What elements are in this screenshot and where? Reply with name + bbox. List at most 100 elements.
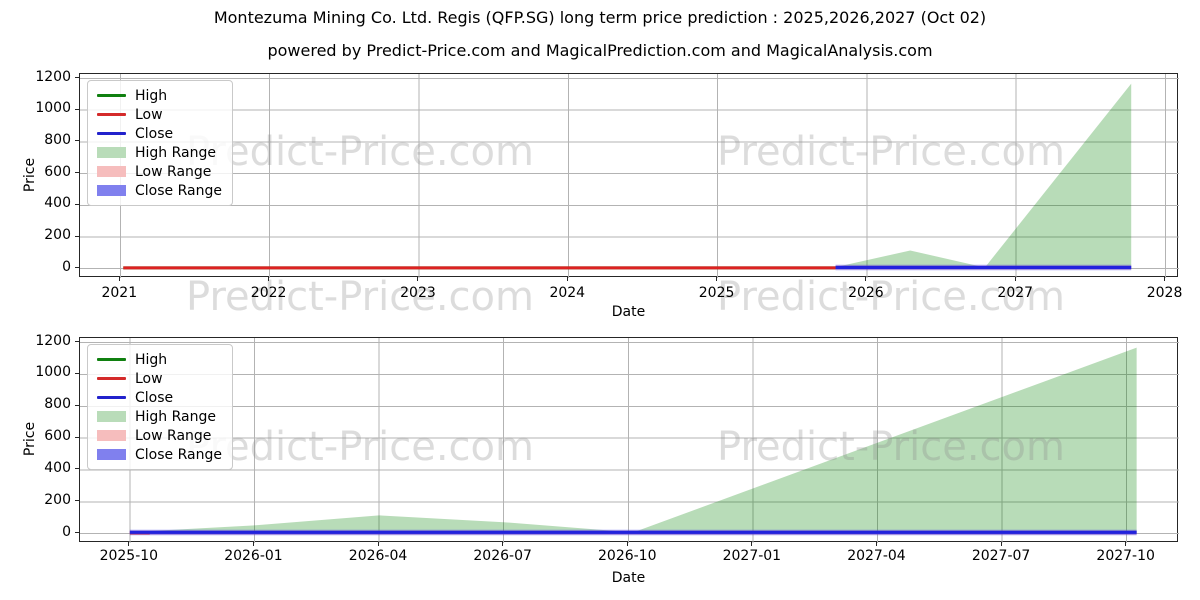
legend-line-swatch — [97, 132, 126, 135]
y-tick-mark — [75, 267, 79, 269]
legend-item-high-range: High Range — [97, 143, 222, 162]
y-tick-label: 1000 — [35, 100, 71, 117]
x-tick-mark — [626, 542, 628, 546]
legend-line-swatch — [97, 396, 126, 399]
x-tick-mark — [502, 542, 504, 546]
x-tick-mark — [377, 542, 379, 546]
legend-label: Low — [135, 106, 163, 123]
legend-item-close-range: Close Range — [97, 445, 222, 464]
y-tick-label: 400 — [44, 459, 71, 476]
legend-line-swatch — [97, 113, 126, 116]
legend-label: High — [135, 351, 168, 368]
legend-item-close: Close — [97, 388, 222, 407]
x-tick-label: 2027-10 — [1096, 548, 1155, 564]
y-tick-label: 200 — [44, 491, 71, 508]
legend-label: Low — [135, 370, 163, 387]
x-tick-label: 2027-07 — [971, 548, 1031, 564]
high-range-fill — [129, 347, 1137, 534]
legend-label: Low Range — [135, 163, 212, 180]
legend-label: Close Range — [135, 182, 222, 199]
legend-fill-swatch — [97, 411, 126, 422]
y-tick-mark — [75, 372, 79, 374]
legend-line-swatch — [97, 94, 126, 97]
x-tick-label: 2025 — [698, 285, 735, 301]
y-tick-mark — [75, 203, 79, 205]
y-tick-label: 800 — [44, 131, 71, 148]
x-tick-label: 2022 — [250, 285, 287, 301]
y-tick-mark — [75, 77, 79, 79]
y-tick-mark — [75, 341, 79, 343]
x-tick-label: 2026-07 — [473, 548, 532, 564]
x-tick-label: 2026-04 — [348, 548, 408, 564]
high-range-fill — [835, 83, 1132, 269]
x-tick-mark — [566, 277, 568, 281]
legend-item-low: Low — [97, 105, 222, 124]
x-tick-label: 2024 — [549, 285, 586, 301]
y-tick-mark — [75, 140, 79, 142]
legend-item-low-range: Low Range — [97, 162, 222, 181]
legend-fill-swatch — [97, 166, 126, 177]
y-tick-mark — [75, 468, 79, 470]
x-tick-label: 2023 — [400, 285, 436, 301]
x-tick-mark — [417, 277, 419, 281]
x-tick-mark — [875, 542, 877, 546]
legend-label: Close — [135, 125, 174, 142]
x-tick-mark — [1164, 277, 1166, 281]
y-tick-label: 800 — [44, 396, 71, 413]
y-tick-label: 600 — [44, 163, 71, 180]
y-tick-mark — [75, 235, 79, 237]
legend-fill-swatch — [97, 430, 126, 441]
x-tick-label: 2026 — [848, 285, 884, 301]
x-tick-mark — [268, 277, 270, 281]
bottom-chart-xlabel: Date — [611, 570, 646, 586]
y-tick-label: 0 — [62, 523, 71, 540]
legend-line-swatch — [97, 377, 126, 380]
chart-subtitle: powered by Predict-Price.com and Magical… — [267, 41, 933, 60]
x-tick-label: 2026-10 — [598, 548, 657, 564]
x-tick-label: 2027-01 — [722, 548, 782, 564]
bottom-chart-plot-area: High Low Close High Range Low Range Close Ran… — [79, 337, 1179, 543]
y-tick-mark — [75, 404, 79, 406]
y-tick-label: 200 — [44, 227, 71, 244]
x-tick-mark — [716, 277, 718, 281]
y-tick-label: 0 — [62, 258, 71, 275]
long-term-history-and-prediction-canvas — [80, 74, 1179, 278]
bottom-chart-legend: High Low Close High Range Low Range Close Ran… — [87, 344, 233, 470]
x-tick-mark — [865, 277, 867, 281]
y-tick-mark — [75, 172, 79, 174]
x-tick-mark — [1000, 542, 1002, 546]
chart-title: Montezuma Mining Co. Ltd. Regis (QFP.SG)… — [213, 8, 987, 27]
x-tick-mark — [1014, 277, 1016, 281]
y-tick-mark — [75, 108, 79, 110]
y-tick-label: 400 — [44, 195, 71, 212]
top-chart-xlabel: Date — [611, 304, 646, 320]
legend-fill-swatch — [97, 449, 126, 460]
legend-label: Close — [135, 389, 174, 406]
prediction-zoom-canvas — [80, 338, 1179, 543]
legend-item-close: Close — [97, 124, 222, 143]
x-tick-mark — [751, 542, 753, 546]
y-tick-label: 1200 — [35, 332, 71, 349]
x-tick-mark — [118, 277, 120, 281]
legend-item-high-range: High Range — [97, 407, 222, 426]
legend-fill-swatch — [97, 185, 126, 196]
x-tick-mark — [252, 542, 254, 546]
legend-label: High Range — [135, 408, 216, 425]
x-tick-label: 2025-10 — [99, 548, 159, 564]
y-tick-mark — [75, 500, 79, 502]
legend-item-close-range: Close Range — [97, 181, 222, 200]
x-tick-mark — [1125, 542, 1127, 546]
x-tick-mark — [128, 542, 130, 546]
legend-line-swatch — [97, 358, 126, 361]
legend-label: High — [135, 87, 168, 104]
top-chart-legend: High Low Close High Range Low Range Close Ran… — [87, 80, 233, 206]
x-tick-label: 2028 — [1146, 285, 1183, 301]
legend-label: Low Range — [135, 427, 212, 444]
legend-item-low: Low — [97, 369, 222, 388]
y-tick-label: 600 — [44, 428, 71, 445]
legend-item-high: High — [97, 86, 222, 105]
y-tick-mark — [75, 436, 79, 438]
legend-label: High Range — [135, 144, 216, 161]
x-tick-label: 2026-01 — [224, 548, 283, 564]
